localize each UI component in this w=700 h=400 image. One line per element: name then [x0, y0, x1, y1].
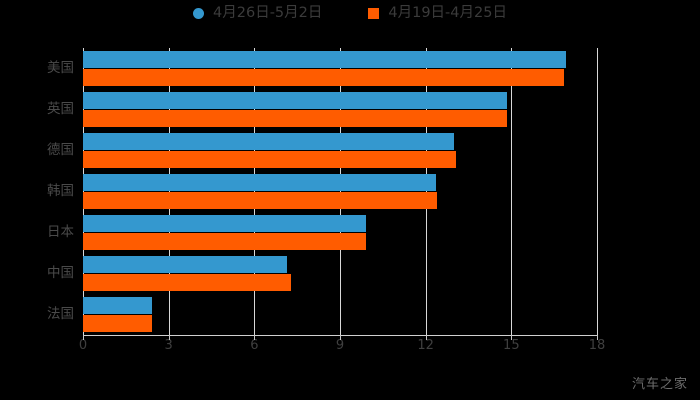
bar[interactable]: [83, 274, 292, 291]
chart-legend: 4月26日-5月2日 4月19日-4月25日: [0, 6, 700, 21]
bars-layer: [83, 48, 597, 335]
square-marker-icon: [368, 7, 380, 19]
y-axis-tick-label: 日本: [47, 223, 74, 240]
bar-group: [83, 215, 597, 250]
x-axis-tick-label: 12: [417, 338, 434, 353]
bar-group: [83, 174, 597, 209]
x-axis-tick-label: 15: [503, 338, 520, 353]
circle-marker-icon: [193, 7, 205, 19]
gridline-6: [254, 48, 256, 335]
x-axis-tick: [83, 335, 84, 340]
y-axis-tick-label: 美国: [47, 59, 74, 76]
y-axis-tick-label: 韩国: [47, 182, 74, 199]
legend-item-1[interactable]: 4月19日-4月25日: [368, 6, 507, 21]
bar[interactable]: [83, 233, 366, 250]
bar[interactable]: [83, 192, 438, 209]
bar[interactable]: [83, 92, 508, 109]
legend-label-0: 4月26日-5月2日: [213, 5, 323, 21]
bar[interactable]: [83, 69, 565, 86]
bar[interactable]: [83, 151, 456, 168]
x-axis-tick: [425, 335, 427, 340]
gridline-3: [168, 48, 170, 335]
gridline-12: [425, 48, 427, 335]
bar[interactable]: [83, 297, 152, 314]
x-axis-tick: [168, 335, 170, 340]
bar-group: [83, 256, 597, 291]
x-axis-tick-label: 18: [588, 338, 606, 353]
gridline-15: [511, 48, 513, 335]
y-axis-tick-label: 英国: [47, 100, 74, 117]
bar[interactable]: [83, 110, 508, 127]
bar-group: [83, 133, 597, 168]
legend-label-1: 4月19日-4月25日: [388, 5, 507, 21]
x-axis-tick-label: 9: [335, 338, 345, 353]
watermark-text: 汽车之家: [631, 377, 688, 392]
gridline-18: [597, 48, 598, 335]
y-axis-tick-label: 法国: [47, 305, 74, 322]
gridline-9: [340, 48, 341, 335]
x-axis-tick-label: 3: [164, 338, 173, 353]
x-axis-tick: [511, 335, 513, 340]
bar[interactable]: [83, 51, 566, 68]
x-axis-tick: [340, 335, 341, 340]
x-axis-tick-label: 6: [250, 338, 259, 353]
plot-area: [83, 48, 598, 335]
bar[interactable]: [83, 215, 366, 232]
y-axis-tick-label: 德国: [47, 141, 74, 158]
bar[interactable]: [83, 174, 436, 191]
bar-group: [83, 92, 597, 127]
y-axis-labels: 美国英国德国韩国日本中国法国: [0, 48, 74, 335]
bar-group: [83, 297, 597, 332]
bar[interactable]: [83, 315, 152, 332]
bar[interactable]: [83, 256, 288, 273]
x-axis-labels: 0 3 6 9 12 15 18: [0, 339, 700, 359]
x-axis-tick: [597, 335, 598, 340]
bar-group: [83, 51, 597, 86]
bar[interactable]: [83, 133, 455, 150]
y-axis-tick-label: 中国: [47, 264, 74, 281]
x-axis-tick: [254, 335, 256, 340]
legend-item-0[interactable]: 4月26日-5月2日: [193, 6, 322, 21]
x-axis-tick-label: 0: [78, 338, 88, 353]
gridline-0: [83, 48, 84, 335]
